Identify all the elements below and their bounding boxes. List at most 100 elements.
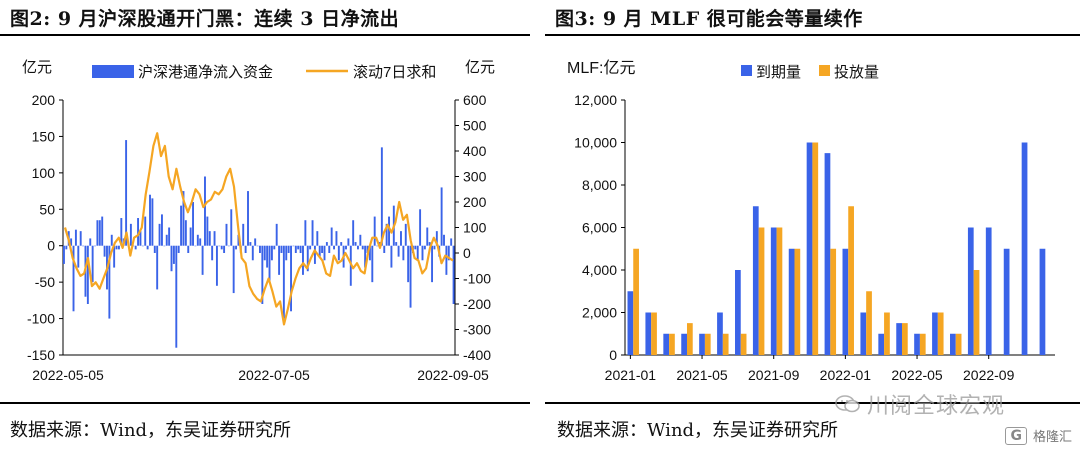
bar (151, 198, 154, 246)
bar-issue (973, 270, 980, 355)
bar (196, 234, 199, 246)
bar (184, 220, 187, 246)
wechat-icon (835, 395, 860, 413)
watermark-chuanyue: 川阅全球宏观 (835, 388, 1005, 420)
bar (364, 245, 367, 268)
bar (407, 245, 410, 283)
left-chart-title: 图2: 9 月沪深股通开门黑：连续 3 日净流出 (10, 8, 400, 30)
bar (304, 220, 307, 246)
y2-tick-label: 300 (463, 169, 487, 185)
y-tick-label: -100 (27, 311, 55, 327)
bar (292, 245, 295, 247)
bar (134, 245, 137, 250)
bar (110, 234, 113, 246)
y-axis-title: MLF:亿元 (567, 59, 635, 77)
bar (254, 238, 257, 246)
bar-due (752, 206, 759, 355)
bar-due (699, 333, 705, 355)
y2-tick-label: 500 (463, 118, 487, 134)
bar-issue (704, 333, 711, 355)
bar (237, 234, 240, 246)
bar (163, 245, 166, 247)
bar (321, 245, 324, 253)
y2-tick-label: -400 (463, 347, 491, 363)
bar (230, 209, 233, 246)
x-tick-label: 2022-05-05 (32, 367, 104, 383)
bar-due (1021, 142, 1028, 355)
x-tick-label: 2022-07-05 (238, 367, 310, 383)
bar (79, 231, 82, 246)
bar (89, 238, 92, 246)
bar (74, 229, 77, 246)
bar (175, 245, 178, 348)
bar (249, 242, 252, 246)
y2-tick-label: -100 (463, 271, 491, 287)
bar (96, 220, 99, 246)
bar (450, 238, 453, 246)
bar-due (681, 333, 687, 355)
right-bottom-rule (545, 402, 1080, 404)
bar (287, 245, 290, 253)
bar (223, 245, 226, 253)
bar (120, 218, 123, 246)
bar-issue (776, 227, 783, 355)
legend-swatch-issue (819, 65, 830, 76)
bar (323, 245, 326, 261)
bar (368, 245, 371, 261)
bar (153, 245, 156, 253)
y-tick-label: 6,000 (582, 220, 617, 236)
right-panel: 图3: 9 月 MLF 很可能会等量续作 12,000 10,000 8,000 6,… (545, 0, 1080, 451)
bar (390, 245, 393, 268)
bar (144, 216, 147, 246)
x-tick-label: 2021-01 (605, 367, 657, 383)
bar (65, 245, 68, 250)
y2-tick-label: 100 (463, 220, 487, 236)
x-tick-label: 2022-01 (820, 367, 872, 383)
bar (235, 245, 238, 250)
bar (103, 245, 106, 257)
bar (428, 242, 431, 246)
bar (242, 223, 245, 246)
bar (416, 245, 419, 261)
bar (129, 223, 132, 246)
y-tick-label: 4,000 (582, 262, 617, 278)
bar (259, 245, 261, 253)
bar (220, 245, 223, 250)
left-source: 数据来源：Wind，东吴证券研究所 (10, 420, 292, 441)
bar-issue (722, 333, 729, 355)
legend-label-due: 到期量 (756, 64, 801, 81)
bar-due (717, 312, 723, 355)
right-chart-title: 图3: 9 月 MLF 很可能会等量续作 (555, 8, 863, 30)
bar-due (735, 270, 741, 355)
y-tick-label: 8,000 (582, 177, 617, 193)
bar-due (932, 312, 938, 355)
bar-issue (633, 248, 639, 355)
bar-issue (919, 333, 926, 355)
bar (125, 140, 128, 246)
bar (361, 245, 364, 250)
bar-issue (669, 333, 675, 355)
y2-tick-label: 0 (463, 245, 471, 261)
bar (366, 245, 369, 253)
bar (345, 245, 347, 250)
bar (172, 245, 175, 264)
bar (290, 245, 292, 312)
y-tick-label: 2,000 (582, 305, 617, 321)
bar (376, 245, 379, 247)
bar (452, 245, 455, 304)
bar (447, 245, 450, 261)
bar (98, 220, 101, 246)
bar-due (914, 333, 920, 355)
x-tick-label: 2022-05 (891, 367, 943, 383)
bar (402, 245, 405, 261)
left-bottom-rule (0, 402, 530, 404)
bar (325, 242, 328, 246)
bar-due (1003, 248, 1010, 355)
bar (94, 245, 96, 247)
watermark-gelonghui: G 格隆汇 (1005, 426, 1072, 445)
bar (189, 227, 192, 246)
bar (137, 218, 140, 246)
y-tick-label: -150 (27, 347, 55, 363)
bar (275, 223, 278, 246)
bar (423, 245, 426, 250)
